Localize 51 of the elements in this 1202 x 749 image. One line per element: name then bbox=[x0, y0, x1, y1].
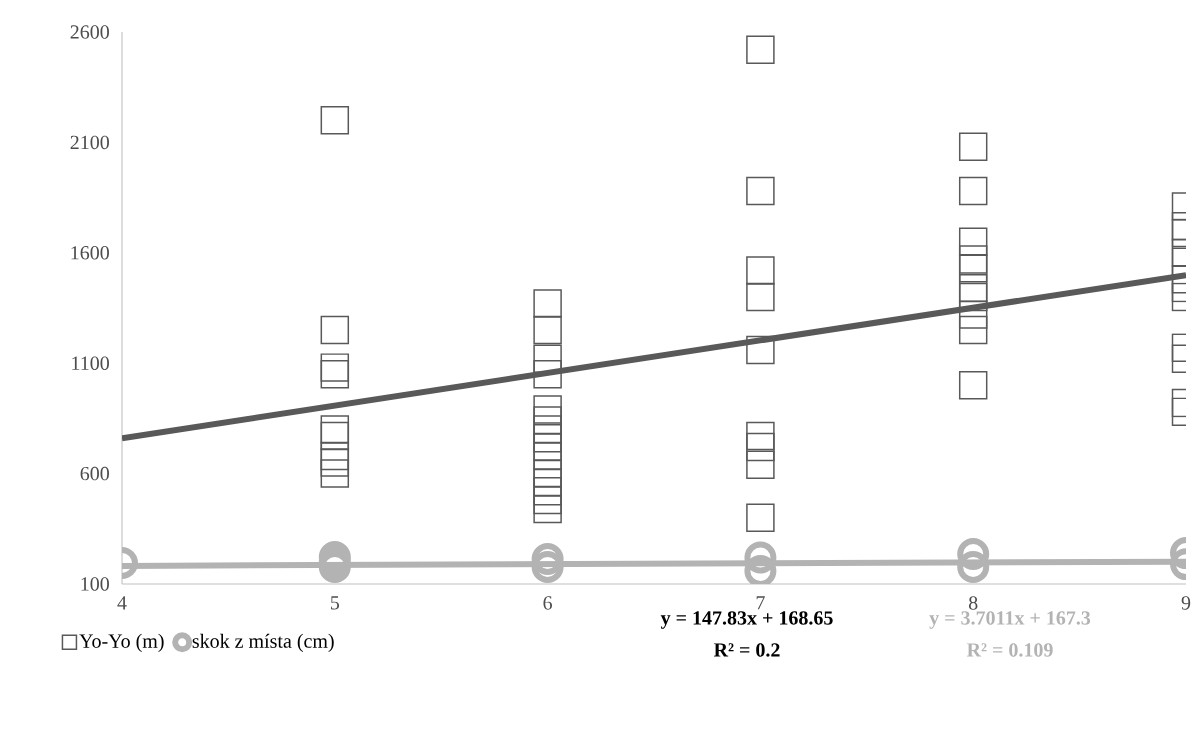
y-tick-label: 2100 bbox=[70, 135, 109, 150]
y-tick-label: 1600 bbox=[71, 246, 109, 260]
point bbox=[958, 315, 988, 345]
text: y = 3.7011x + 167.3 bbox=[929, 611, 1091, 629]
point bbox=[746, 421, 775, 451]
point bbox=[320, 448, 350, 477]
y-tick-label: 100 bbox=[81, 577, 109, 591]
point bbox=[958, 245, 988, 274]
point bbox=[533, 289, 562, 318]
point bbox=[746, 335, 775, 365]
point bbox=[958, 254, 988, 283]
x-tick-label: 6 bbox=[543, 596, 553, 610]
point bbox=[320, 315, 350, 345]
point bbox=[320, 353, 350, 382]
point bbox=[958, 132, 988, 162]
point bbox=[746, 450, 775, 480]
point bbox=[746, 35, 775, 64]
point bbox=[957, 551, 990, 583]
x-tick-label: 8 bbox=[968, 596, 978, 610]
point bbox=[958, 371, 988, 400]
point bbox=[958, 282, 988, 312]
x-tick-label: 5 bbox=[330, 596, 340, 610]
point bbox=[533, 494, 562, 524]
x-tick-label: 7 bbox=[756, 596, 765, 610]
y-tick-label: 2600 bbox=[70, 25, 109, 39]
point bbox=[320, 459, 350, 488]
point bbox=[320, 106, 350, 135]
text: R² = 0.2 bbox=[713, 643, 780, 657]
point bbox=[533, 395, 562, 424]
x-tick-label: 4 bbox=[117, 596, 127, 610]
legend-label: Yo-Yo (m) bbox=[79, 633, 164, 652]
y-tick-label: 1100 bbox=[72, 356, 109, 370]
point bbox=[746, 432, 775, 462]
x-tick-label: 9 bbox=[1181, 596, 1191, 610]
point bbox=[957, 537, 990, 570]
point bbox=[746, 282, 775, 312]
point bbox=[320, 441, 350, 471]
point bbox=[746, 176, 775, 206]
point bbox=[958, 176, 988, 206]
point bbox=[533, 315, 562, 345]
legend-label: skok z místa (cm) bbox=[192, 633, 334, 652]
point bbox=[533, 360, 562, 389]
point bbox=[746, 503, 775, 532]
text: R² = 0.109 bbox=[966, 643, 1053, 657]
point bbox=[746, 256, 775, 285]
point bbox=[320, 415, 350, 444]
text: y = 147.83x + 168.65 bbox=[660, 611, 833, 629]
point bbox=[744, 541, 777, 574]
point bbox=[320, 360, 350, 389]
point bbox=[533, 485, 562, 515]
y-tick-label: 600 bbox=[80, 466, 109, 481]
